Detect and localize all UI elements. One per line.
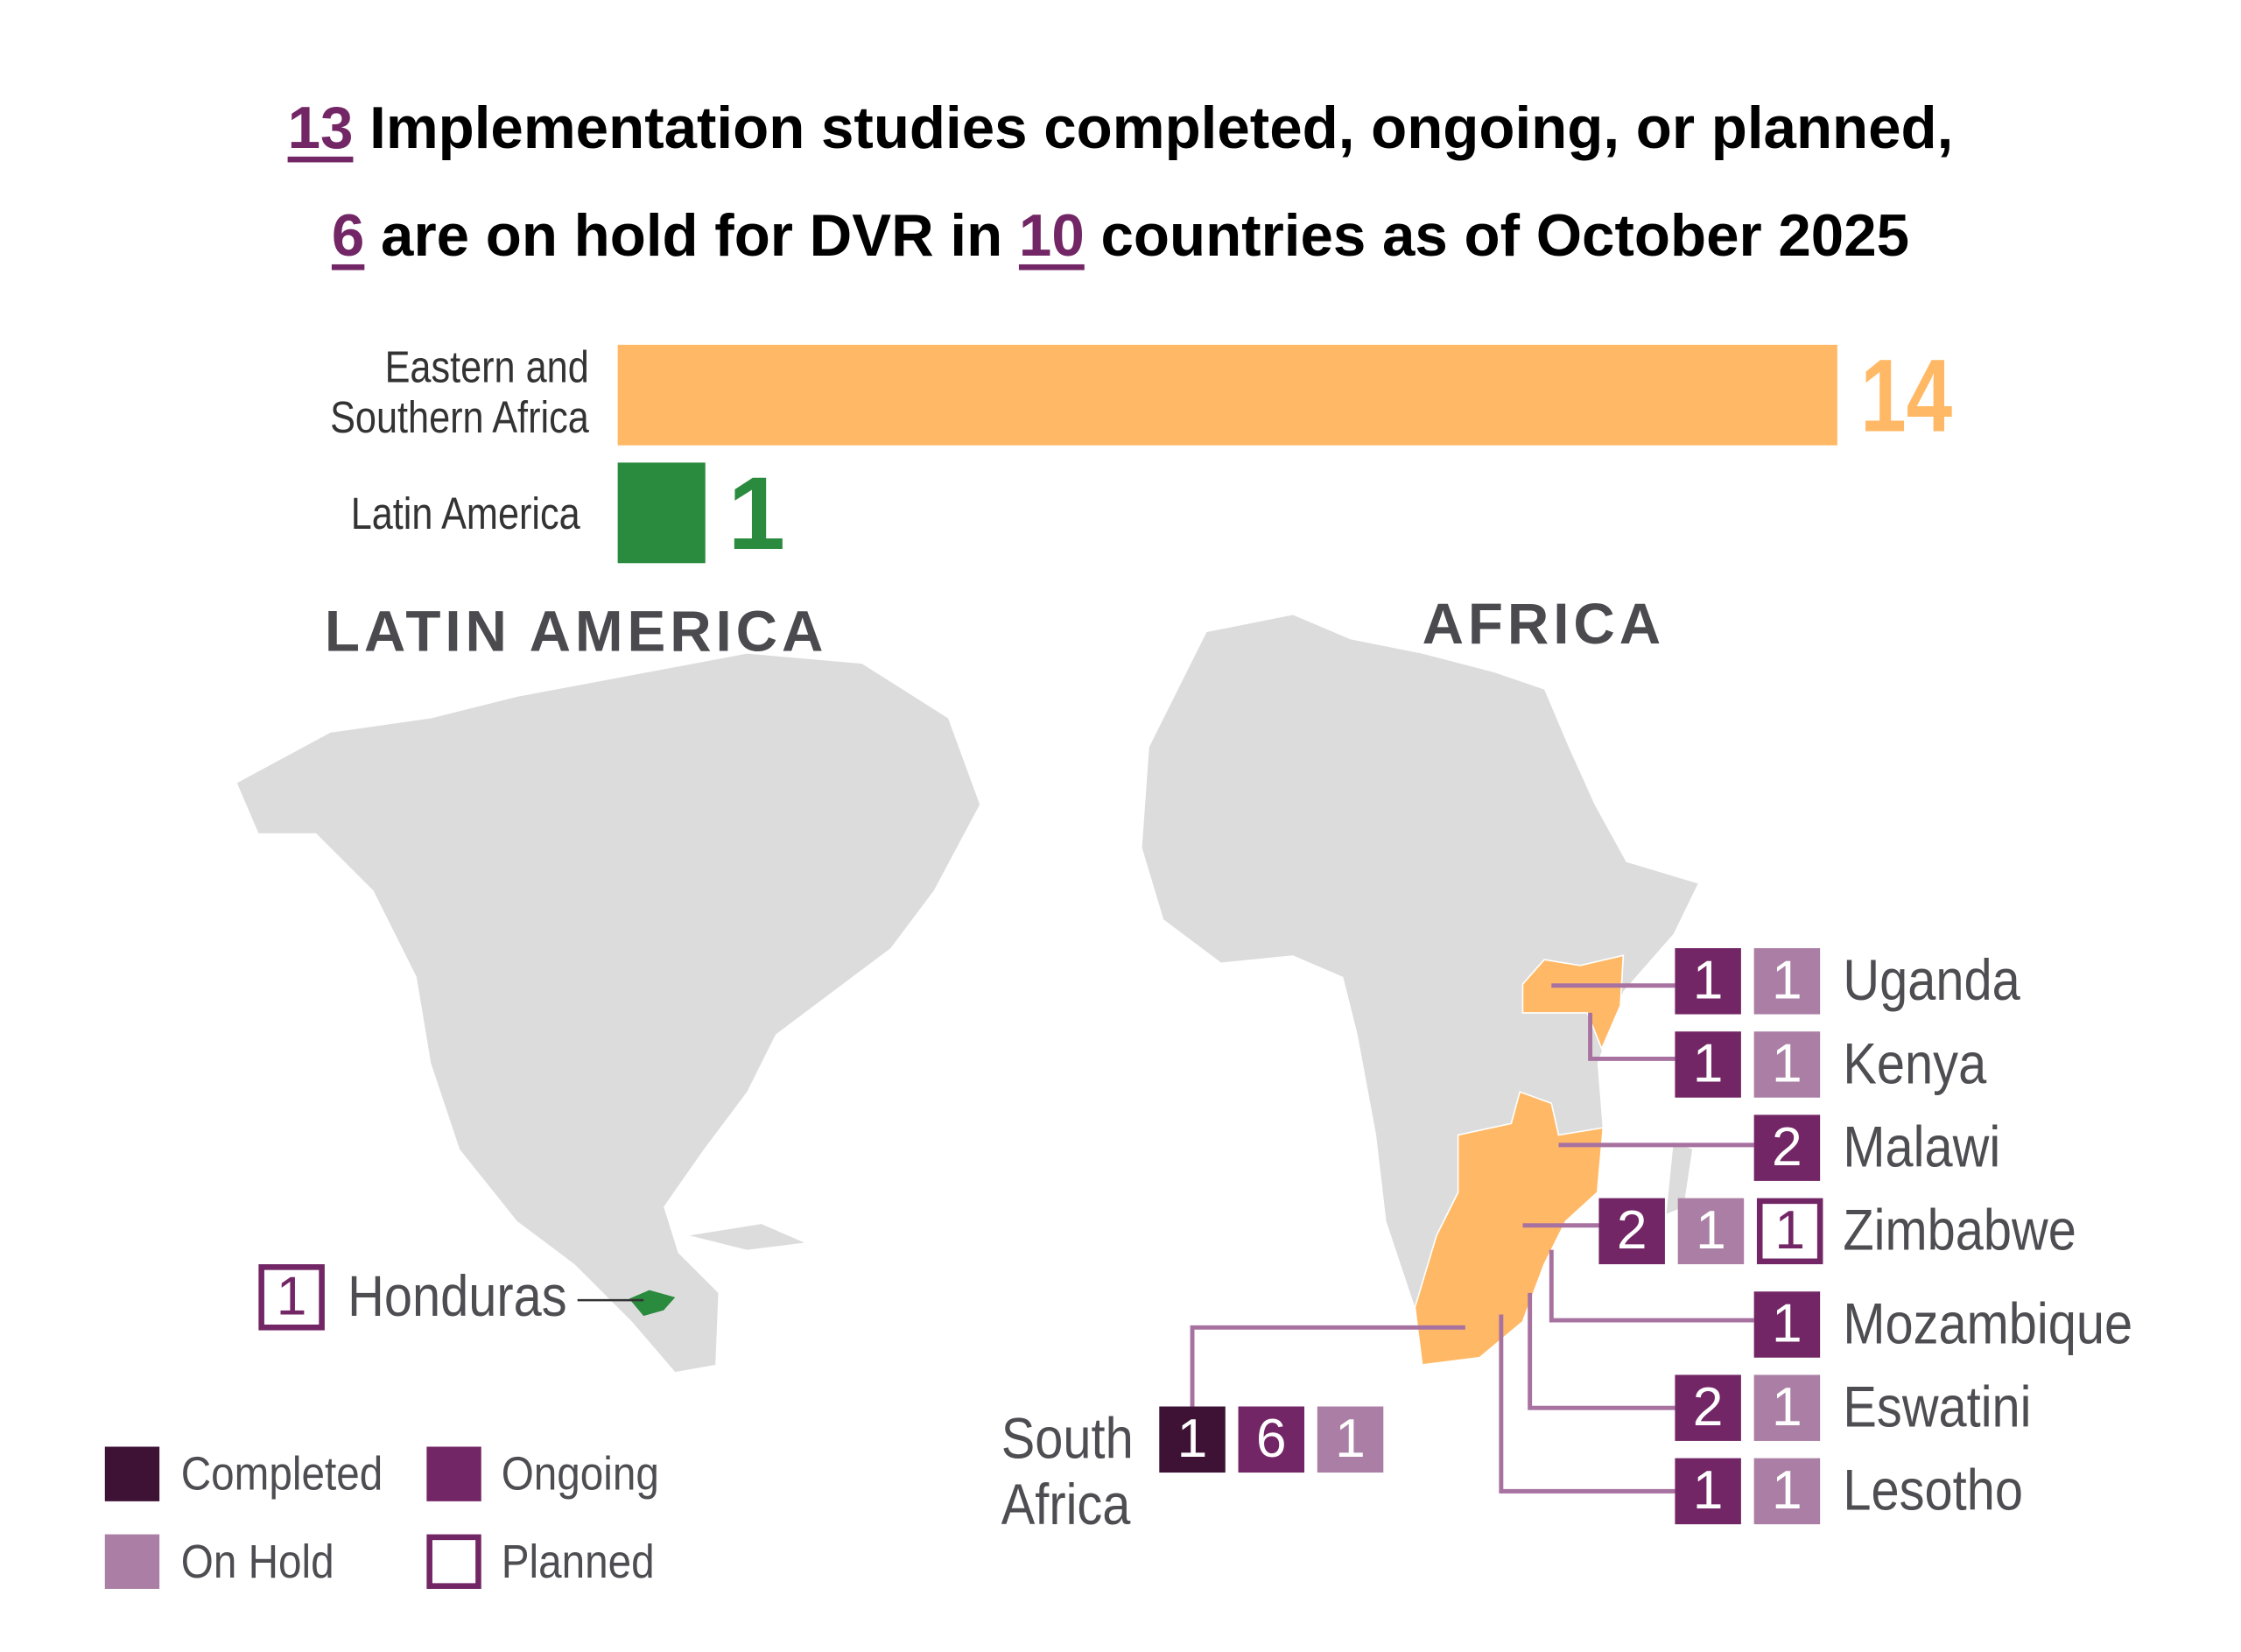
studies-count: 13 <box>287 95 354 161</box>
count-box-planned: 1 <box>258 1264 325 1331</box>
count-box-completed: 1 <box>1159 1406 1226 1473</box>
title-text-2: are on hold for DVR in <box>364 202 1019 269</box>
country-label: Eswatini <box>1843 1376 2032 1440</box>
bar-eastern-southern-africa <box>617 344 1837 446</box>
madagascar-map <box>1666 1142 1693 1214</box>
country-label: Mozambique <box>1843 1292 2133 1357</box>
bar-label-latam: Latin America <box>350 488 580 539</box>
count-box-ongoing: 1 <box>1675 1031 1741 1098</box>
leader-lines <box>577 983 1754 1494</box>
count-box-planned: 1 <box>1756 1198 1823 1265</box>
count-box-ongoing: 2 <box>1753 1114 1821 1181</box>
count-box-onhold: 1 <box>1753 1374 1821 1441</box>
count-box-ongoing: 2 <box>1598 1198 1665 1265</box>
count-box-ongoing: 6 <box>1238 1406 1305 1473</box>
count-box-onhold: 1 <box>1753 948 1821 1015</box>
caribbean-islands <box>689 1224 804 1250</box>
leader-south-africa <box>1190 1325 1465 1407</box>
bar-label-line: Eastern and <box>384 341 589 392</box>
region-title-africa: AFRICA <box>1422 593 1666 657</box>
legend-swatch-ongoing <box>426 1446 481 1501</box>
count-box-onhold: 1 <box>1317 1406 1384 1473</box>
country-label: Malawi <box>1843 1116 2001 1180</box>
legend-label-ongoing: Ongoing <box>501 1446 659 1501</box>
bar-label-esa: Eastern and Southern Africa <box>330 342 589 443</box>
legend-label-on-hold: On Hold <box>180 1534 334 1588</box>
country-label-south-africa: South Africa <box>1001 1407 1134 1539</box>
on-hold-count: 6 <box>331 202 365 269</box>
title-line-1: 13 Implementation studies completed, ong… <box>0 95 2241 162</box>
bar-label-line: Southern Africa <box>330 391 589 443</box>
southern-africa-highlight <box>1414 1091 1605 1366</box>
bar-value-esa: 14 <box>1860 339 1953 454</box>
north-america-map <box>236 653 980 1373</box>
count-box-ongoing: 2 <box>1675 1374 1741 1441</box>
legend-swatch-completed <box>104 1446 160 1501</box>
country-label: Uganda <box>1843 949 2020 1013</box>
leader-mozambique <box>1549 1249 1754 1323</box>
bar-value-latam: 1 <box>727 456 786 573</box>
legend-swatch-planned <box>426 1534 481 1589</box>
legend-swatch-on-hold <box>104 1534 160 1589</box>
title-line-2: 6 are on hold for DVR in 10 countries as… <box>0 202 2241 270</box>
leader-kenya <box>1588 1012 1675 1061</box>
count-box-onhold: 1 <box>1677 1198 1745 1265</box>
title-text-3: countries as of October 2025 <box>1084 202 1910 269</box>
leader-eswatini <box>1528 1292 1675 1410</box>
count-box-onhold: 1 <box>1753 1031 1821 1098</box>
count-box-ongoing: 1 <box>1753 1291 1821 1358</box>
country-label: Lesotho <box>1843 1459 2023 1523</box>
leader-lesotho <box>1499 1314 1675 1494</box>
country-label-line: South <box>1001 1408 1134 1472</box>
region-title-latin-america: LATIN AMERICA <box>324 600 828 664</box>
country-label: Kenya <box>1843 1032 1987 1097</box>
country-label: Honduras <box>348 1265 567 1329</box>
legend-label-completed: Completed <box>180 1446 383 1501</box>
countries-count: 10 <box>1018 202 1085 269</box>
bar-latin-america <box>617 462 706 564</box>
east-africa-highlight <box>1521 954 1625 1051</box>
legend-label-planned: Planned <box>501 1534 655 1588</box>
title-text-1: Implementation studies completed, ongoin… <box>353 95 1954 161</box>
count-box-onhold: 1 <box>1753 1458 1821 1525</box>
honduras-shape <box>629 1290 676 1317</box>
country-label-line: Africa <box>1001 1473 1131 1537</box>
country-label: Zimbabwe <box>1843 1199 2076 1263</box>
count-box-ongoing: 1 <box>1675 1458 1741 1525</box>
count-box-ongoing: 1 <box>1675 948 1741 1015</box>
